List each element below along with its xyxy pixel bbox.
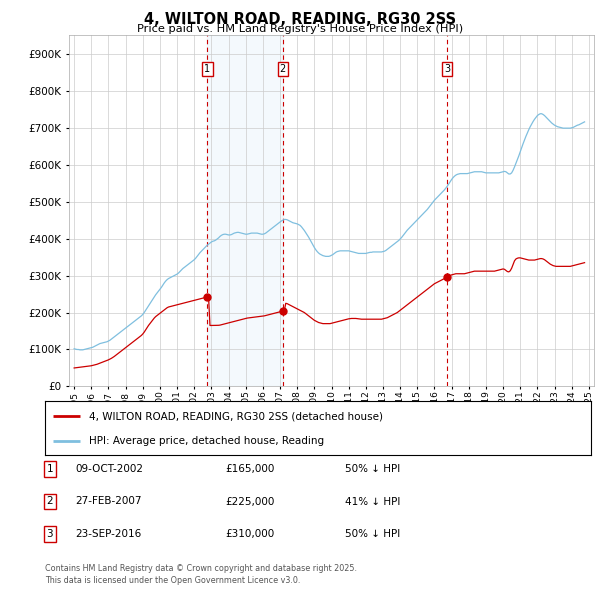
Text: 27-FEB-2007: 27-FEB-2007: [75, 497, 142, 506]
Text: £165,000: £165,000: [225, 464, 274, 474]
Text: 1: 1: [205, 64, 211, 74]
Text: £310,000: £310,000: [225, 529, 274, 539]
Text: £225,000: £225,000: [225, 497, 274, 506]
Text: Contains HM Land Registry data © Crown copyright and database right 2025.
This d: Contains HM Land Registry data © Crown c…: [45, 565, 357, 585]
Text: HPI: Average price, detached house, Reading: HPI: Average price, detached house, Read…: [89, 436, 324, 446]
Text: 2: 2: [280, 64, 286, 74]
Text: 23-SEP-2016: 23-SEP-2016: [75, 529, 141, 539]
Text: 4, WILTON ROAD, READING, RG30 2SS: 4, WILTON ROAD, READING, RG30 2SS: [144, 12, 456, 27]
Text: 41% ↓ HPI: 41% ↓ HPI: [345, 497, 400, 506]
Text: 2: 2: [46, 497, 53, 506]
Text: 4, WILTON ROAD, READING, RG30 2SS (detached house): 4, WILTON ROAD, READING, RG30 2SS (detac…: [89, 411, 383, 421]
Text: 50% ↓ HPI: 50% ↓ HPI: [345, 529, 400, 539]
Bar: [208, 35, 283, 386]
Text: Price paid vs. HM Land Registry's House Price Index (HPI): Price paid vs. HM Land Registry's House …: [137, 24, 463, 34]
Text: 3: 3: [444, 64, 450, 74]
Text: 50% ↓ HPI: 50% ↓ HPI: [345, 464, 400, 474]
Text: 1: 1: [46, 464, 53, 474]
Text: 3: 3: [46, 529, 53, 539]
Text: 09-OCT-2002: 09-OCT-2002: [75, 464, 143, 474]
